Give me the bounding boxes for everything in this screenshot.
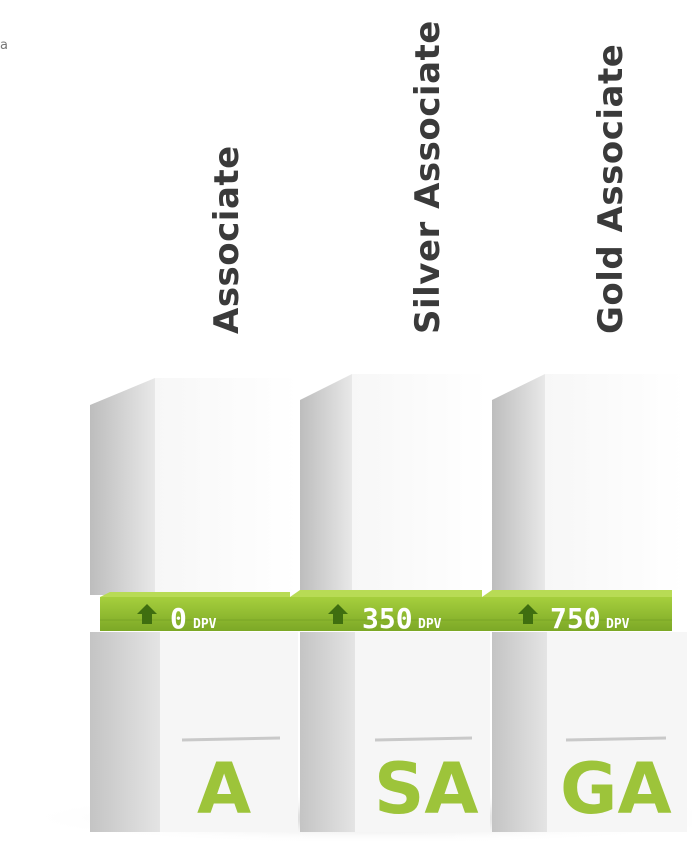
- upper-column-face: [352, 374, 488, 590]
- dpv-unit: DPV: [418, 617, 442, 632]
- dpv-unit: DPV: [606, 617, 630, 632]
- dpv-value: 750: [550, 602, 601, 635]
- dpv-band-top: [100, 592, 290, 597]
- level-block-gold-associate: 750 DPV GA: [482, 374, 687, 832]
- divider-line: [375, 738, 472, 740]
- level-block-silver-associate: 350 DPV SA: [290, 374, 490, 832]
- dpv-value: 0: [170, 602, 187, 635]
- divider-line: [566, 738, 666, 740]
- upper-column-shade: [300, 374, 352, 590]
- lower-column-shade: [492, 632, 547, 832]
- dpv-unit: DPV: [193, 617, 217, 632]
- level-abbr: GA: [560, 748, 672, 830]
- upper-column-face: [545, 374, 685, 590]
- level-abbr: SA: [374, 748, 479, 830]
- upper-column-shade: [90, 378, 155, 595]
- lower-column-shade: [300, 632, 355, 832]
- dpv-band-top: [482, 590, 672, 597]
- dpv-band-top: [290, 590, 482, 597]
- level-abbr: A: [197, 748, 251, 830]
- lower-column-shade: [90, 632, 160, 832]
- upper-column-face: [155, 378, 298, 595]
- dpv-value: 350: [362, 602, 413, 635]
- upper-column-shade: [492, 374, 545, 590]
- level-block-associate: 0 DPV A: [90, 378, 298, 832]
- divider-line: [182, 738, 280, 740]
